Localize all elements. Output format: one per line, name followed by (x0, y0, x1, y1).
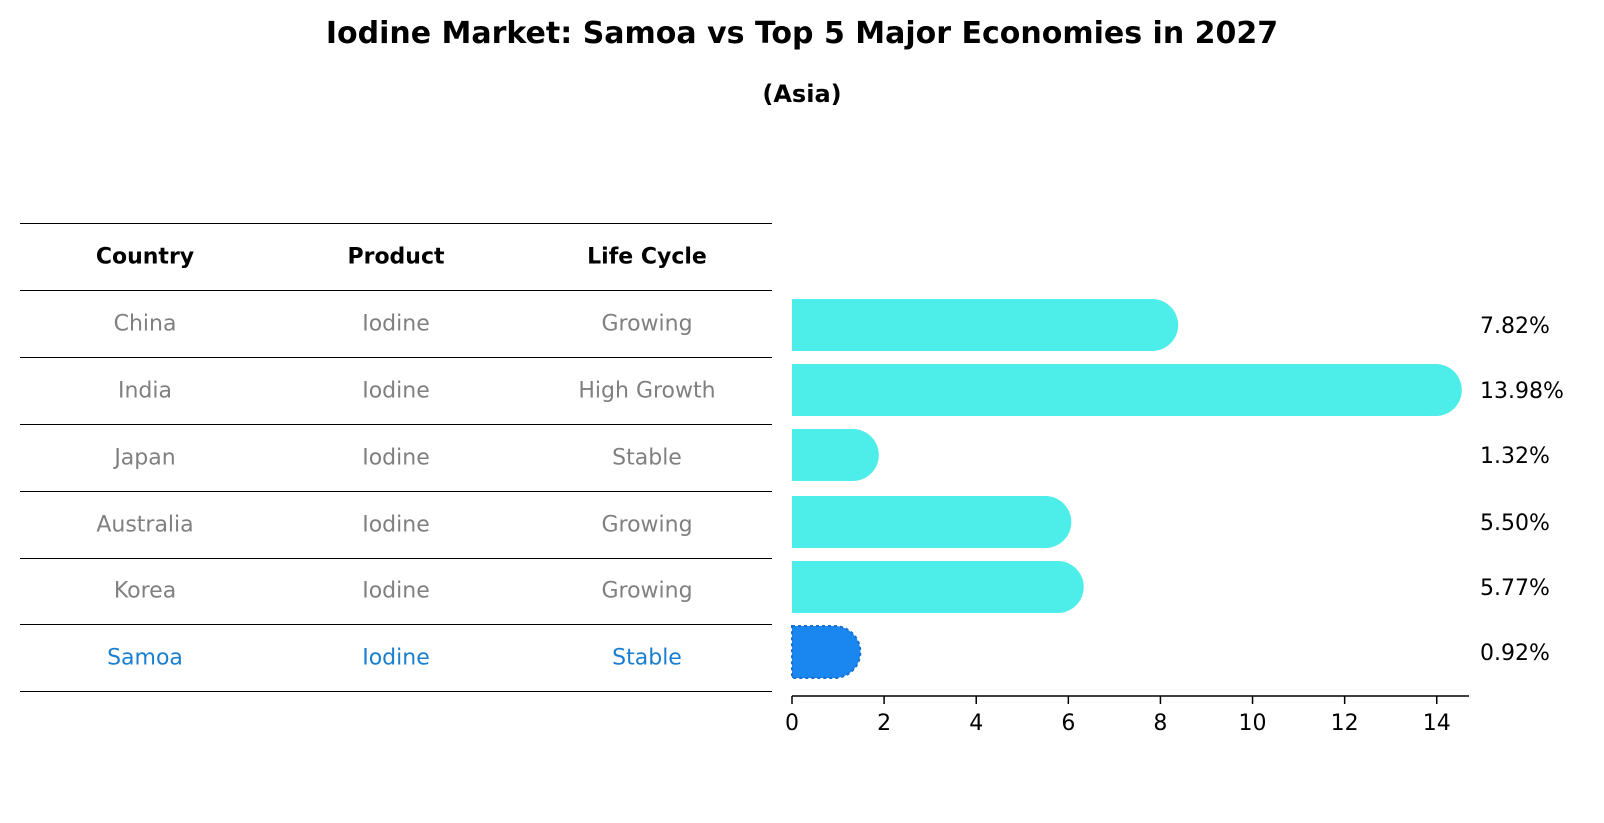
x-tick-label: 14 (1423, 711, 1451, 736)
value-label: 5.77% (1480, 576, 1550, 601)
bar-india (792, 364, 1462, 416)
table-rule (20, 624, 772, 625)
x-tick-label: 6 (1061, 711, 1075, 736)
life-cycle-cell: Stable (612, 645, 682, 670)
x-tick-label: 0 (785, 711, 799, 736)
life-cycle-cell: Growing (601, 311, 693, 336)
bar-australia (792, 496, 1072, 548)
x-tick-label: 8 (1153, 711, 1167, 736)
life-cycle-cell: Growing (601, 578, 693, 604)
value-label: 1.32% (1480, 444, 1550, 469)
product-cell: Iodine (362, 378, 430, 403)
chart-subtitle: (Asia) (762, 80, 842, 108)
bar-japan (792, 429, 879, 481)
country-cell: Samoa (107, 645, 183, 670)
value-label: 5.50% (1480, 511, 1550, 536)
country-cell: Japan (114, 445, 176, 470)
table-rule (20, 424, 772, 425)
bar-china (792, 299, 1179, 351)
product-cell: Iodine (362, 578, 430, 604)
product-cell: Iodine (362, 445, 430, 470)
life-cycle-cell: High Growth (578, 378, 716, 403)
table-rule (20, 290, 772, 291)
product-cell: Iodine (362, 512, 430, 537)
x-tick-label: 12 (1331, 711, 1359, 736)
chart-title: Iodine Market: Samoa vs Top 5 Major Econ… (325, 16, 1279, 51)
table-rule (20, 558, 772, 559)
value-label: 0.92% (1480, 641, 1550, 666)
value-label: 13.98% (1480, 379, 1564, 404)
country-cell: Australia (96, 512, 194, 537)
table-rule (20, 357, 772, 358)
life-cycle-cell: Growing (601, 512, 693, 537)
table-rule (20, 223, 772, 224)
header-life-cycle: Life Cycle (587, 244, 707, 269)
bar-samoa (791, 625, 862, 679)
value-label: 7.82% (1480, 314, 1550, 339)
header-country: Country (95, 244, 195, 269)
country-cell: India (118, 378, 172, 403)
country-cell: China (113, 311, 177, 336)
header-product: Product (347, 244, 445, 269)
product-cell: Iodine (362, 645, 430, 670)
x-tick-label: 2 (877, 711, 891, 736)
data-table: Country Product Life Cycle China Iodine Growi… (0, 0, 780, 823)
x-tick-label: 4 (969, 711, 983, 736)
life-cycle-cell: Stable (612, 445, 682, 470)
country-cell: Korea (113, 578, 177, 604)
product-cell: Iodine (362, 311, 430, 336)
bar-korea (792, 561, 1084, 613)
x-tick-label: 10 (1239, 711, 1267, 736)
table-rule (20, 691, 772, 692)
table-rule (20, 491, 772, 492)
